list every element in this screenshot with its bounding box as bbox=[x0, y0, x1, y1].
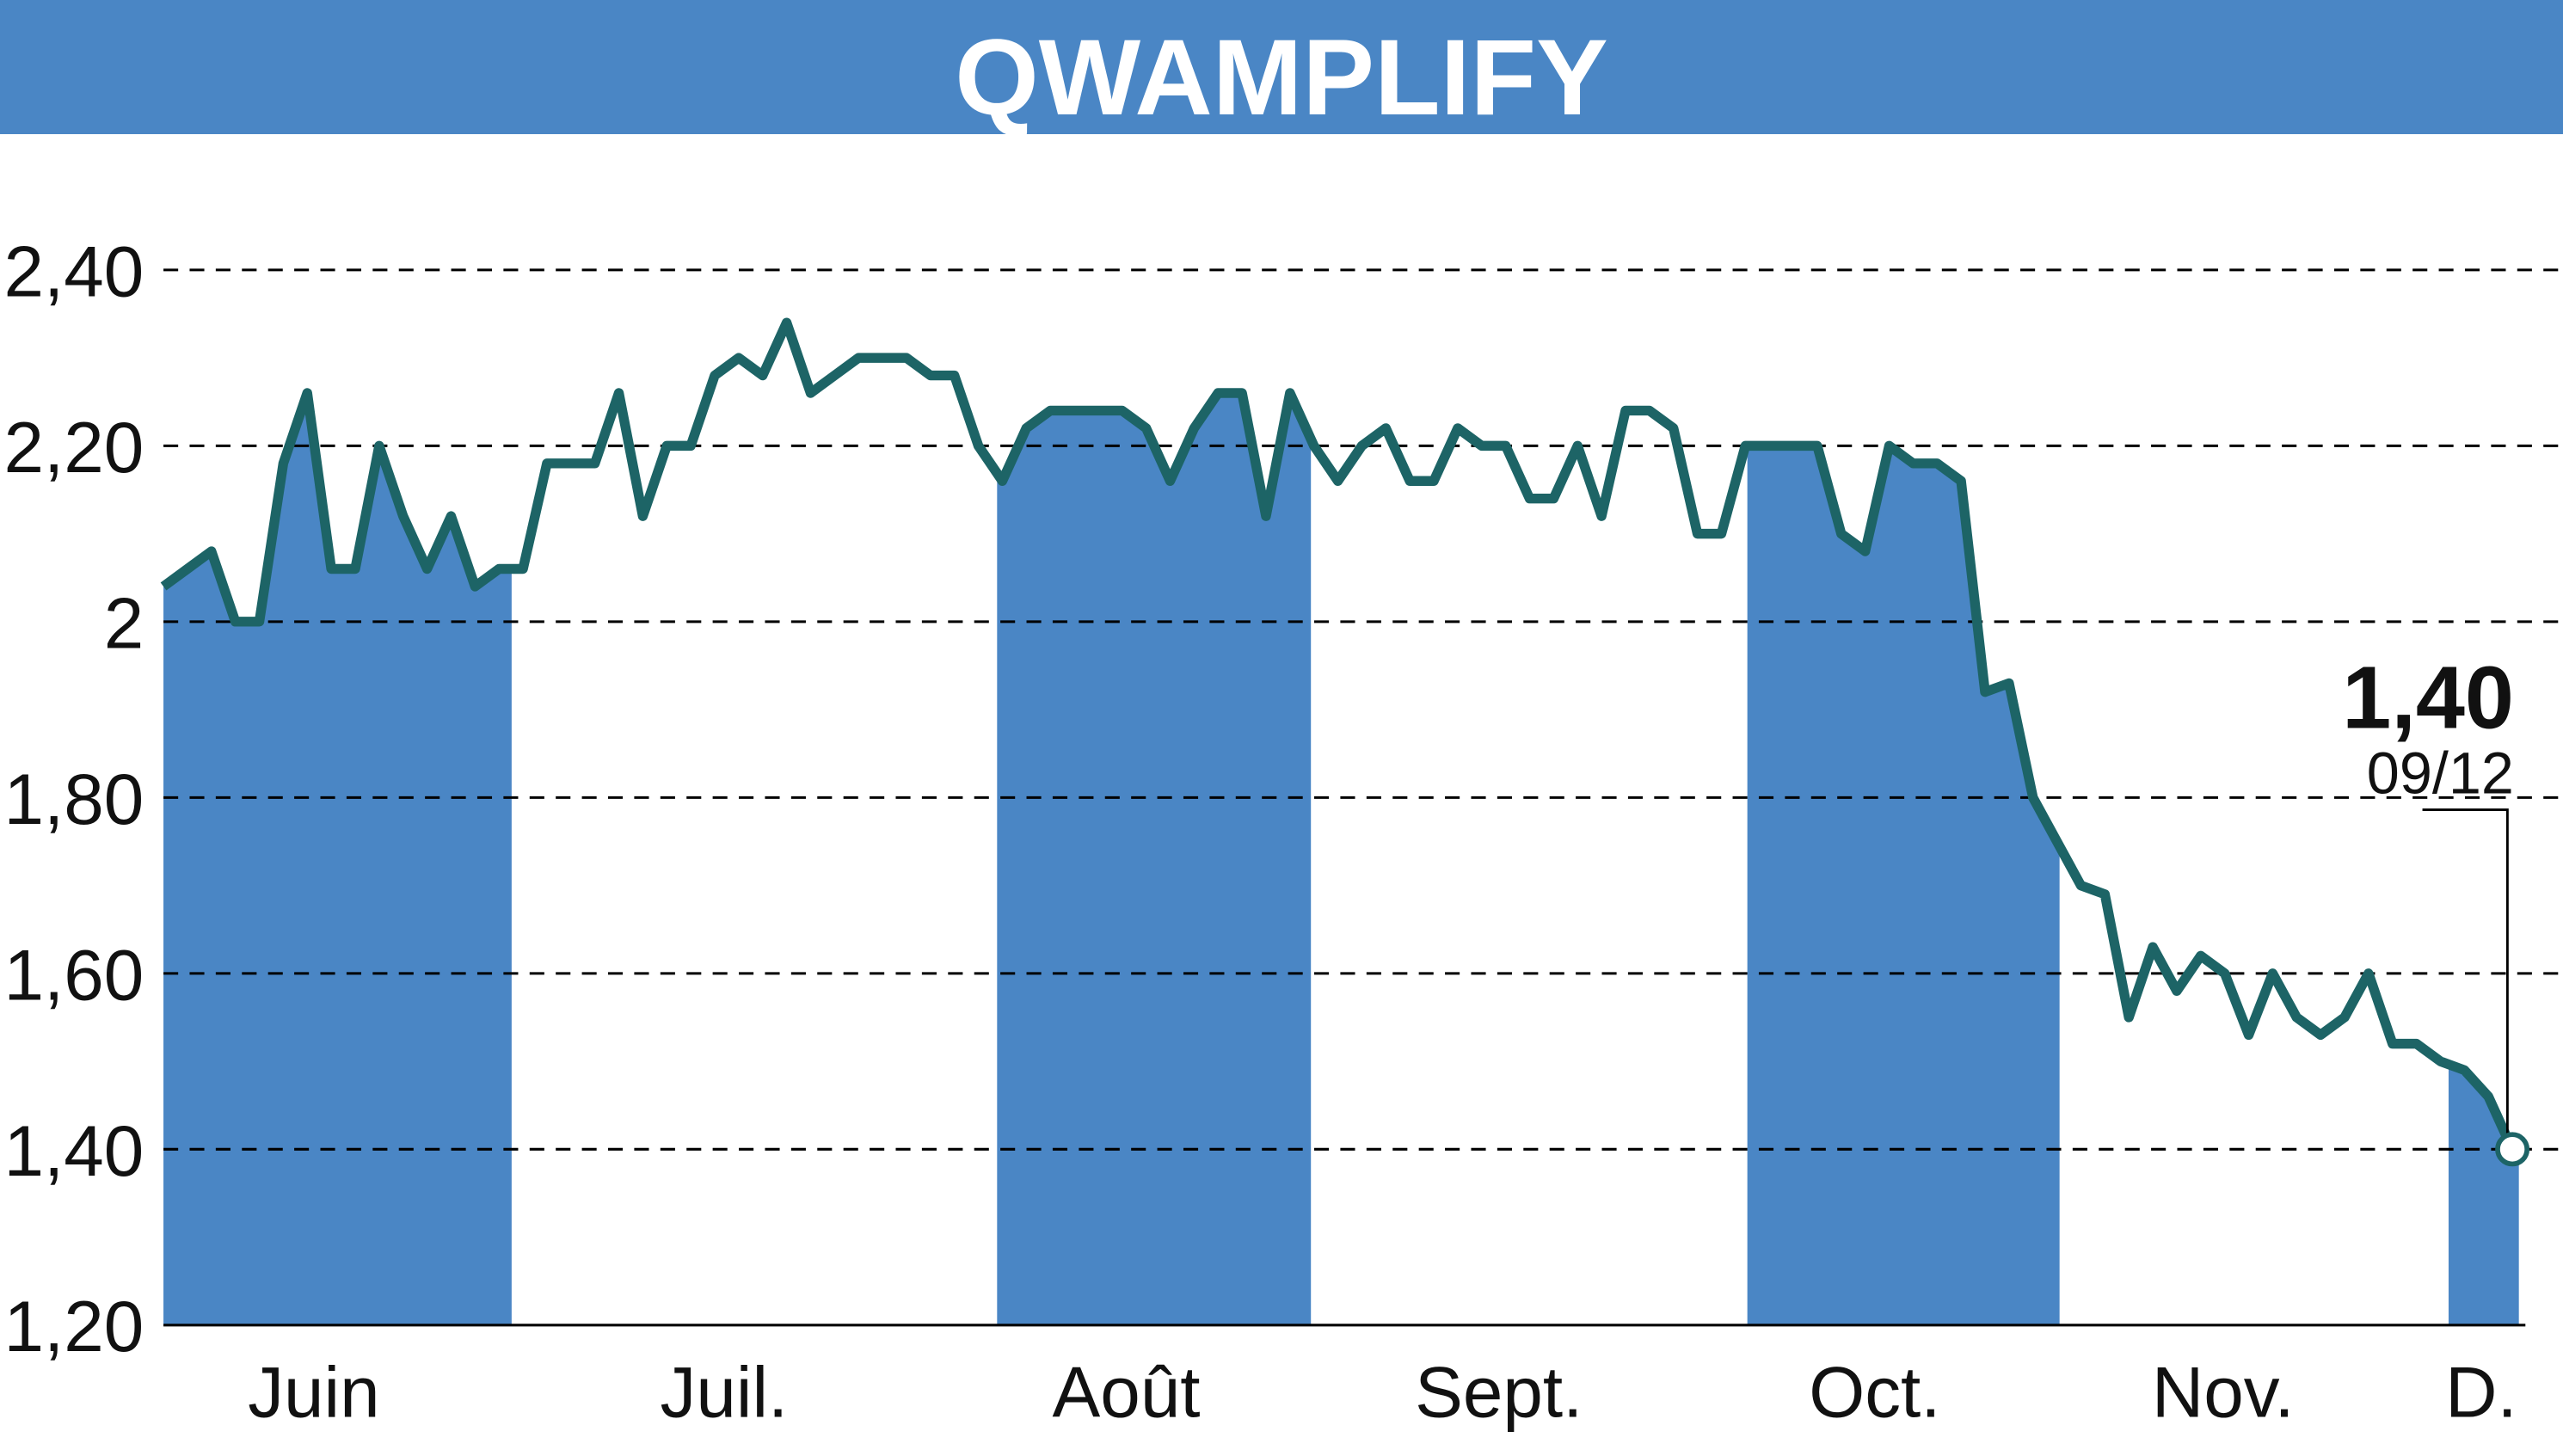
header-bar bbox=[0, 0, 2563, 134]
x-tick-label: D. bbox=[2445, 1351, 2517, 1432]
month-band bbox=[997, 393, 1312, 1325]
last-point-marker bbox=[2495, 1132, 2530, 1167]
y-tick-label: 1,20 bbox=[3, 1286, 144, 1367]
y-tick-label: 2,20 bbox=[3, 407, 144, 488]
x-tick-label: Août bbox=[1052, 1351, 1200, 1432]
x-tick-label: Nov. bbox=[2152, 1351, 2295, 1432]
x-tick-label: Oct. bbox=[1809, 1351, 1940, 1432]
x-tick-label: Juin bbox=[248, 1351, 379, 1432]
last-value-label: 1,40 bbox=[2342, 648, 2514, 746]
x-tick-label: Sept. bbox=[1415, 1351, 1583, 1432]
callout-leader bbox=[2422, 808, 2509, 1135]
y-tick-label: 2 bbox=[104, 582, 144, 663]
price-line bbox=[160, 317, 2517, 1152]
y-tick-label: 1,60 bbox=[3, 934, 144, 1015]
month-band bbox=[1747, 445, 2060, 1325]
y-tick-label: 2,40 bbox=[3, 230, 144, 311]
x-tick-label: Juil. bbox=[661, 1351, 789, 1432]
last-date-label: 09/12 bbox=[2367, 740, 2514, 807]
y-tick-label: 1,80 bbox=[3, 759, 144, 839]
chart-title: QWAMPLIFY bbox=[955, 16, 1607, 138]
y-tick-label: 1,40 bbox=[3, 1110, 144, 1191]
